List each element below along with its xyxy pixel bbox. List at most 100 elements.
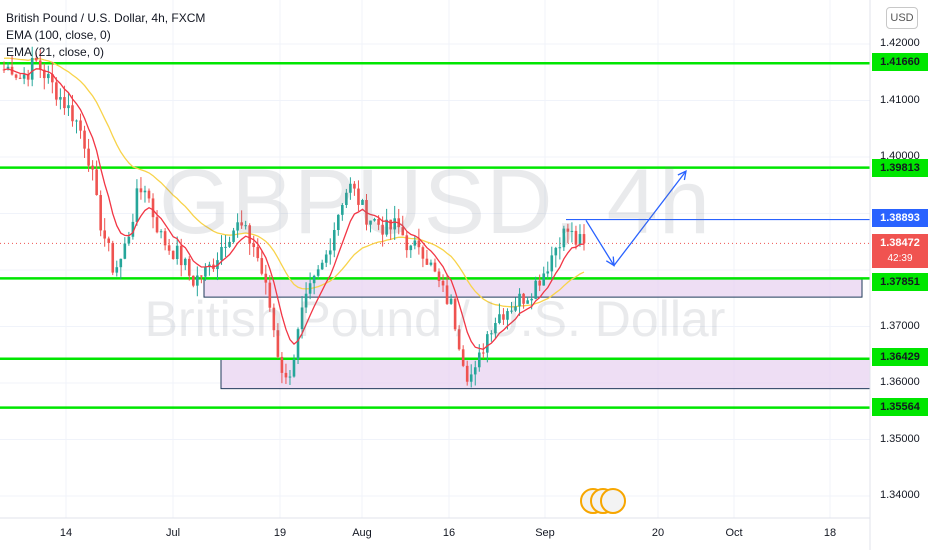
candle-body bbox=[260, 258, 264, 274]
candle-body bbox=[345, 192, 348, 206]
time-axis-label: 19 bbox=[273, 527, 287, 539]
candle-body bbox=[256, 247, 260, 259]
legend-title[interactable]: British Pound / U.S. Dollar, 4h, FXCM bbox=[6, 11, 206, 25]
legend-ema21[interactable]: EMA (21, close, 0) bbox=[6, 45, 105, 59]
price-axis-label: 1.41000 bbox=[880, 93, 920, 106]
candle-body bbox=[482, 352, 485, 354]
candle-body bbox=[469, 374, 473, 382]
current-price-tag: 1.38472 42:39 bbox=[872, 234, 928, 268]
candle-body bbox=[421, 247, 425, 259]
candle-body bbox=[175, 245, 179, 260]
candle-body bbox=[115, 267, 119, 273]
ema-100-path bbox=[3, 57, 585, 308]
candle-body bbox=[369, 220, 372, 225]
candle-body bbox=[324, 254, 328, 263]
support-zone bbox=[220, 358, 871, 390]
price-axis-label: 1.36000 bbox=[880, 376, 920, 388]
candle-body bbox=[272, 307, 276, 331]
candle-body bbox=[183, 258, 187, 266]
candle-body bbox=[296, 329, 300, 360]
price-tag-s3: 1.35564 bbox=[872, 398, 928, 416]
candle-body bbox=[534, 280, 537, 299]
candle-body bbox=[95, 169, 98, 196]
candle-body bbox=[284, 372, 288, 378]
candle-body bbox=[240, 222, 243, 226]
candle-body bbox=[163, 231, 167, 246]
ema-100-line bbox=[3, 57, 585, 308]
candle-body bbox=[192, 275, 195, 286]
candle-body bbox=[280, 356, 284, 373]
ema-21-path bbox=[3, 68, 585, 351]
projection-drawings[interactable] bbox=[585, 169, 687, 267]
candle-body bbox=[320, 262, 324, 270]
candle-body bbox=[413, 240, 417, 246]
horizontal-levels[interactable] bbox=[0, 61, 870, 409]
candle-body bbox=[111, 242, 115, 273]
arrowhead bbox=[605, 256, 615, 267]
candle-body bbox=[582, 234, 586, 244]
candle-body bbox=[87, 148, 90, 166]
legend-ema100[interactable]: EMA (100, close, 0) bbox=[6, 28, 111, 42]
candle-body bbox=[47, 74, 50, 79]
candle-body bbox=[14, 74, 18, 78]
candle-body bbox=[381, 224, 384, 235]
current-price: 1.38472 bbox=[880, 237, 920, 249]
candle-body bbox=[506, 311, 509, 320]
candle-body bbox=[530, 298, 533, 301]
bar-countdown: 42:39 bbox=[887, 253, 913, 264]
support-zones[interactable] bbox=[203, 278, 871, 390]
candle-body bbox=[453, 298, 457, 330]
us-flag-icon[interactable] bbox=[600, 488, 626, 514]
time-axis-label: 16 bbox=[442, 527, 456, 539]
candle-body bbox=[99, 195, 102, 231]
price-tag-target: 1.38893 bbox=[872, 209, 928, 227]
candle-body bbox=[558, 247, 562, 249]
candle-body bbox=[268, 282, 272, 308]
candle-body bbox=[526, 300, 529, 304]
time-axis-label: 14 bbox=[59, 527, 73, 539]
candle-body bbox=[465, 365, 469, 382]
candle-body bbox=[494, 323, 497, 334]
candle-body bbox=[34, 58, 38, 61]
candle-body bbox=[288, 376, 292, 378]
candle-body bbox=[2, 69, 6, 71]
economic-events[interactable] bbox=[580, 488, 626, 516]
candle-body bbox=[373, 219, 376, 221]
candle-body bbox=[510, 310, 513, 312]
time-axis-label: Aug bbox=[352, 527, 372, 539]
candle-body bbox=[546, 271, 550, 274]
candle-body bbox=[167, 245, 171, 251]
arrowhead bbox=[677, 169, 687, 181]
candle-body bbox=[91, 165, 94, 170]
candle-body bbox=[341, 205, 344, 215]
candle-body bbox=[357, 188, 360, 205]
candle-body bbox=[328, 250, 332, 255]
candle-body bbox=[449, 298, 453, 304]
candle-body bbox=[232, 230, 235, 242]
ema-21-line bbox=[3, 68, 585, 351]
candle-body bbox=[385, 219, 388, 235]
candle-body bbox=[353, 183, 356, 189]
currency-button[interactable]: USD bbox=[886, 7, 918, 29]
candle-body bbox=[79, 120, 82, 131]
price-tag-s1: 1.37851 bbox=[872, 273, 928, 291]
candle-body bbox=[502, 314, 505, 320]
candle-body bbox=[123, 243, 127, 259]
candle-body bbox=[159, 231, 163, 233]
candle-body bbox=[204, 266, 207, 277]
candle-body bbox=[349, 183, 352, 193]
candle-body bbox=[498, 314, 501, 324]
price-tag-r1: 1.41660 bbox=[872, 53, 928, 71]
candle-body bbox=[405, 235, 409, 251]
candles bbox=[2, 46, 586, 388]
candle-body bbox=[300, 307, 304, 330]
price-axis-label: 1.37000 bbox=[880, 319, 920, 332]
candle-body bbox=[514, 306, 517, 311]
candle-body bbox=[550, 255, 554, 272]
candle-body bbox=[316, 269, 320, 276]
candle-body bbox=[393, 218, 396, 230]
candle-body bbox=[224, 246, 227, 248]
candle-body bbox=[522, 293, 525, 304]
candle-body bbox=[220, 246, 223, 261]
